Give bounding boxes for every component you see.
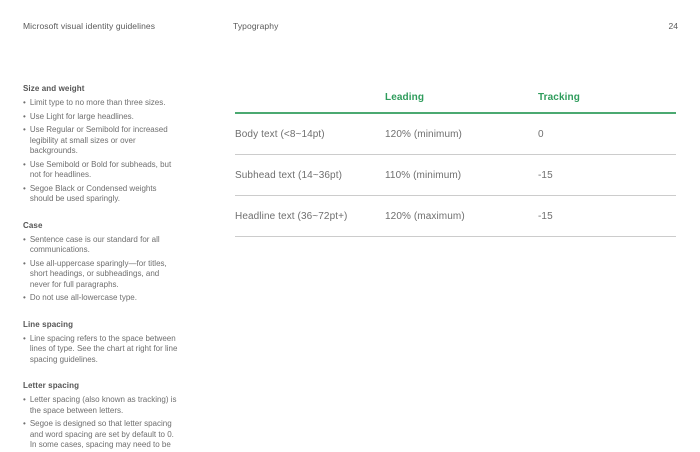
row-leading-value: 120% (maximum) <box>385 210 465 222</box>
table-row: Headline text (36~72pt+) 120% (maximum) … <box>235 196 676 237</box>
sidebar-bullet-list: • Limit type to no more than three sizes.… <box>23 98 179 205</box>
section-title: Typography <box>233 21 279 31</box>
bullet-icon: • <box>23 293 26 302</box>
bullet-item: • Use Semibold or Bold for subheads, but … <box>23 160 179 181</box>
col-tracking: Tracking <box>538 92 580 103</box>
col-leading: Leading <box>385 92 425 103</box>
bullet-text: Sentence case is our standard for all co… <box>29 234 160 255</box>
sidebar-section: Size and weight • Limit type to no more t… <box>23 84 179 205</box>
sidebar-section: Line spacing • Line spacing refers to the… <box>23 320 179 366</box>
bullet-item: • Line spacing refers to the space betwee… <box>23 334 179 366</box>
sidebar: Size and weight • Limit type to no more t… <box>23 84 179 452</box>
row-leading-value: 110% (minimum) <box>385 169 462 181</box>
bullet-icon: • <box>23 183 26 193</box>
row-tracking-value: -15 <box>538 169 553 181</box>
bullet-icon: • <box>23 234 26 244</box>
bullet-item: • Use all-uppercase sparingly—for titles,… <box>23 259 179 291</box>
bullet-icon: • <box>23 419 26 428</box>
sidebar-section-heading: Size and weight <box>23 84 85 93</box>
bullet-item: • Limit type to no more than three sizes. <box>23 98 179 109</box>
sidebar-bullet-list: • Sentence case is our standard for all c… <box>23 235 179 304</box>
row-leading-value: 120% (minimum) <box>385 128 462 140</box>
sidebar-section-heading: Case <box>23 220 43 230</box>
sidebar-section: Letter spacing • Letter spacing (also kno… <box>23 381 179 452</box>
bullet-icon: • <box>23 159 26 169</box>
bullet-text: Letter spacing (also known as tracking) … <box>29 395 177 415</box>
bullet-text: Line spacing refers to the space between… <box>29 333 178 364</box>
table-header-row: Leading Tracking <box>235 92 676 114</box>
bullet-text: Segoe is designed so that letter spacing… <box>29 419 174 452</box>
bullet-text: Use all-uppercase sparingly—for titles, … <box>29 258 167 289</box>
bullet-item: • Do not use all-lowercase type. <box>23 293 179 304</box>
sidebar-bullet-list: • Line spacing refers to the space betwee… <box>23 334 179 366</box>
bullet-icon: • <box>23 395 26 404</box>
bullet-text: Use Regular or Semibold for increased le… <box>29 125 168 155</box>
sidebar-section-heading: Letter spacing <box>23 381 80 390</box>
bullet-item: • Letter spacing (also known as tracking)… <box>23 395 179 416</box>
sidebar-section-heading: Line spacing <box>23 319 74 329</box>
sidebar-section: Case • Sentence case is our standard for … <box>23 221 179 304</box>
bullet-text: Segoe Black or Condensed weights should … <box>29 183 157 204</box>
col-empty <box>235 92 385 103</box>
doc-title: Microsoft visual identity guidelines <box>23 21 156 31</box>
bullet-item: • Segoe is designed so that letter spacin… <box>23 419 179 452</box>
table-row: Subhead text (14~36pt) 110% (minimum) -1… <box>235 155 676 196</box>
page-number: 24 <box>668 21 678 31</box>
table-body: Body text (<8~14pt) 120% (minimum) 0 Sub… <box>235 114 676 237</box>
table-row: Body text (<8~14pt) 120% (minimum) 0 <box>235 114 676 155</box>
bullet-icon: • <box>23 125 26 134</box>
bullet-text: Use Semibold or Bold for subheads, but n… <box>29 159 172 180</box>
typography-table: Leading Tracking Body text (<8~14pt) 120… <box>235 92 676 237</box>
bullet-icon: • <box>23 258 26 268</box>
top-header: Microsoft visual identity guidelines Typ… <box>0 21 700 35</box>
bullet-item: • Segoe Black or Condensed weights should… <box>23 184 179 205</box>
bullet-icon: • <box>23 98 26 107</box>
row-tracking-value: -15 <box>538 210 553 222</box>
bullet-item: • Use Light for large headlines. <box>23 112 179 123</box>
bullet-text: Do not use all-lowercase type. <box>29 293 137 302</box>
bullet-icon: • <box>23 333 26 343</box>
row-label: Subhead text (14~36pt) <box>235 169 342 181</box>
bullet-text: Use Light for large headlines. <box>29 111 134 121</box>
row-label: Body text (<8~14pt) <box>235 128 325 140</box>
sidebar-bullet-list: • Letter spacing (also known as tracking)… <box>23 395 179 452</box>
bullet-text: Limit type to no more than three sizes. <box>29 98 166 107</box>
bullet-icon: • <box>23 111 26 121</box>
row-tracking-value: 0 <box>538 128 544 140</box>
row-label: Headline text (36~72pt+) <box>235 210 348 222</box>
bullet-item: • Sentence case is our standard for all c… <box>23 235 179 256</box>
bullet-item: • Use Regular or Semibold for increased l… <box>23 125 179 157</box>
